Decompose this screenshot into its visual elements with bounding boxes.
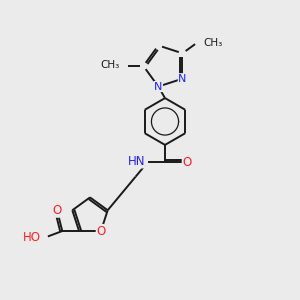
Text: N: N	[154, 82, 163, 92]
Text: HO: HO	[23, 231, 41, 244]
Text: N: N	[178, 74, 187, 84]
Text: HN: HN	[128, 155, 145, 168]
Text: O: O	[182, 156, 191, 169]
Text: CH₃: CH₃	[203, 38, 223, 48]
Text: O: O	[96, 224, 106, 238]
Text: CH₃: CH₃	[100, 59, 119, 70]
Text: O: O	[52, 204, 62, 217]
